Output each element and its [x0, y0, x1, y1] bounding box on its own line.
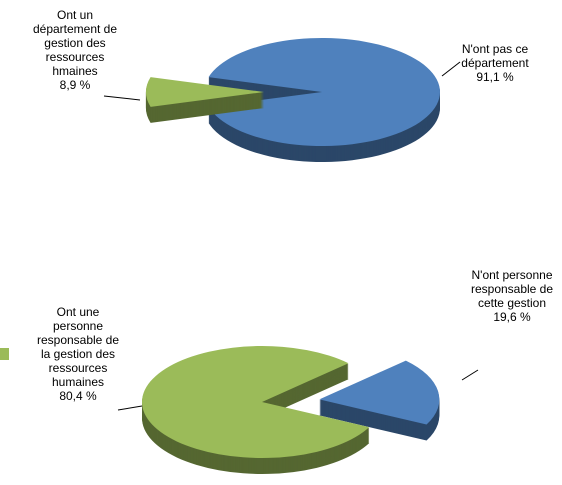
- pie-chart: [142, 346, 440, 474]
- slice-value: 91,1 %: [476, 70, 514, 84]
- slice-name: N'ont pas ce département: [461, 42, 529, 70]
- slice-name: N'ont personne responsable de cette gest…: [470, 268, 554, 310]
- pie-slice: [319, 360, 440, 425]
- leader-line: [103, 95, 141, 101]
- slice-label: Ont un département de gestion des ressou…: [30, 8, 120, 92]
- slice-value: 80,4 %: [59, 389, 97, 403]
- slice-name: Ont une personne responsable de la gesti…: [36, 305, 120, 389]
- pie-slice: [208, 37, 440, 146]
- slice-value: 19,6 %: [493, 310, 531, 324]
- pie-slice: [142, 346, 370, 458]
- leader-line: [117, 405, 143, 411]
- leader-line: [461, 369, 479, 381]
- slice-value: 8,9 %: [59, 78, 91, 92]
- slice-label: N'ont pas ce département 91,1 %: [440, 42, 550, 84]
- legend-fragment: [0, 348, 9, 360]
- slice-label: Ont une personne responsable de la gesti…: [34, 305, 122, 403]
- pie-slice: [146, 77, 264, 107]
- slice-label: N'ont personne responsable de cette gest…: [462, 268, 562, 324]
- slice-name: Ont un département de gestion des ressou…: [32, 8, 118, 78]
- leader-line: [441, 61, 461, 77]
- pie-chart: [146, 37, 440, 163]
